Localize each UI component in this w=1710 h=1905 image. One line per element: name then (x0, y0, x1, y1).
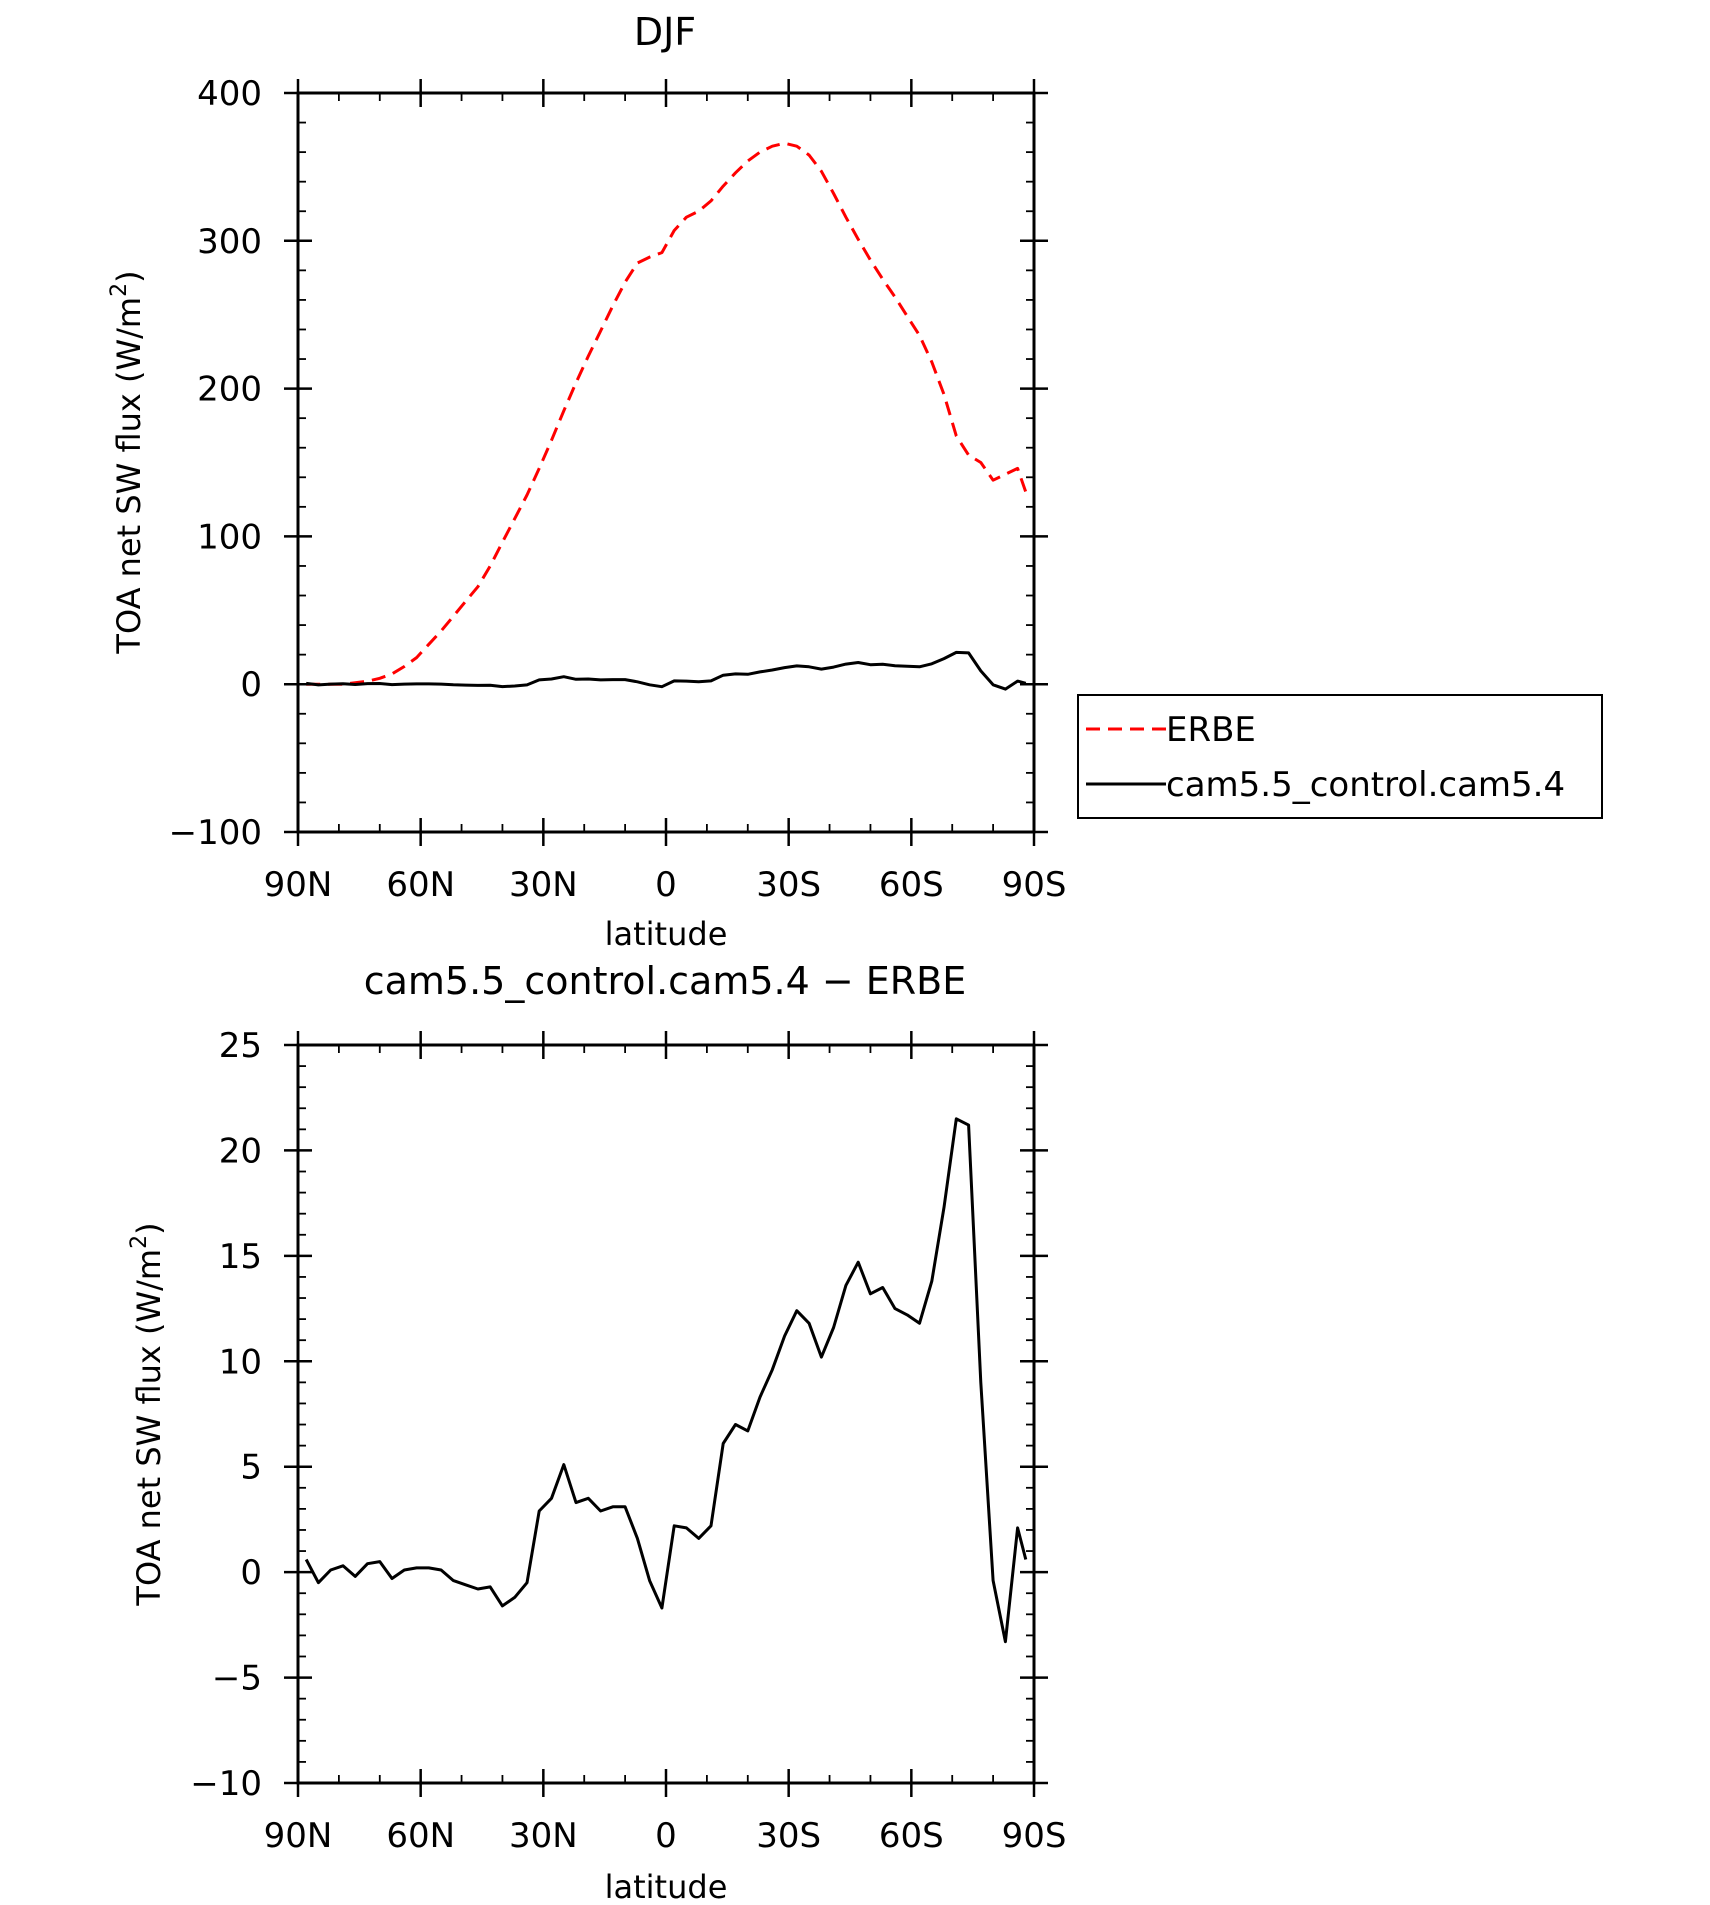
y-tick-label: 400 (197, 74, 262, 114)
x-tick-label: 90S (1002, 1816, 1067, 1856)
x-tick-label: 90S (1002, 865, 1067, 905)
legend-box (1077, 694, 1603, 819)
series-line-0 (306, 141, 1028, 686)
legend-label-erbe: ERBE (1166, 710, 1256, 750)
x-tick-label: 30N (509, 865, 578, 905)
x-axis-label: latitude (605, 915, 728, 953)
x-tick-label: 60N (386, 1816, 455, 1856)
chart-title: cam5.5_control.cam5.4 − ERBE (364, 959, 967, 1003)
x-tick-label: 0 (655, 865, 677, 905)
x-axis-label: latitude (605, 1868, 728, 1905)
difference-panel: cam5.5_control.cam5.4 − ERBE 90N 60N 30N 0 3… (127, 959, 1066, 1905)
y-tick-label: 0 (240, 665, 262, 705)
x-tick-label: 60S (879, 865, 944, 905)
y-tick-label: 100 (197, 517, 262, 557)
y-tick-label: 0 (240, 1553, 262, 1593)
y-tick-label: 200 (197, 370, 262, 410)
y-tick-label: 5 (240, 1448, 262, 1488)
y-tick-label: 10 (219, 1342, 262, 1382)
plot-area (304, 1117, 1028, 1644)
x-tick-label: 60N (386, 865, 455, 905)
plot-frame (296, 91, 1036, 834)
series-line-0 (304, 1117, 1028, 1644)
x-tick-label: 30S (756, 1816, 821, 1856)
plot-area (306, 141, 1028, 691)
x-tick-label: 60S (879, 1816, 944, 1856)
x-tick-label: 90N (264, 1816, 333, 1856)
y-axis-label-main: TOA net SW flux (W/m (130, 1249, 168, 1607)
y-tick-label: 15 (219, 1237, 262, 1277)
chart-title: DJF (634, 10, 696, 54)
y-axis-label-superscript: 2 (127, 1235, 152, 1249)
y-tick-label: 25 (219, 1026, 262, 1066)
plot-frame (296, 1043, 1036, 1785)
x-tick-label: 0 (655, 1816, 677, 1856)
series-line-1 (306, 650, 1027, 691)
x-tick-label: 90N (264, 865, 333, 905)
y-tick-label: −100 (169, 813, 262, 853)
y-axis-label-main: TOA net SW flux (W/m (110, 297, 148, 655)
y-tick-label: 20 (219, 1131, 262, 1171)
axis-ticks: 90N 60N 30N 0 30S 60S 90S −100 0 100 200 300 400 (169, 74, 1067, 905)
y-axis-label-close: ) (110, 270, 148, 282)
legend: ERBE cam5.5_control.cam5.4 (1077, 694, 1603, 819)
y-axis-label: TOA net SW flux (W/m2) (127, 1222, 168, 1606)
y-tick-label: −5 (212, 1659, 262, 1699)
y-axis-label: TOA net SW flux (W/m2) (107, 270, 148, 654)
y-axis-label-close: ) (130, 1222, 168, 1234)
x-tick-label: 30N (509, 1816, 578, 1856)
axis-ticks: 90N 60N 30N 0 30S 60S 90S −10 −5 0 5 10 15 20 25 (190, 1026, 1066, 1856)
y-axis-label-superscript: 2 (107, 283, 132, 297)
x-tick-label: 30S (756, 865, 821, 905)
legend-label-cam: cam5.5_control.cam5.4 (1166, 765, 1565, 805)
flux-panel: DJF 90N 60N 30N 0 30S 60S 90S −100 0 100 200 300 400… (107, 10, 1603, 953)
y-tick-label: −10 (190, 1764, 262, 1804)
y-tick-label: 300 (197, 222, 262, 262)
